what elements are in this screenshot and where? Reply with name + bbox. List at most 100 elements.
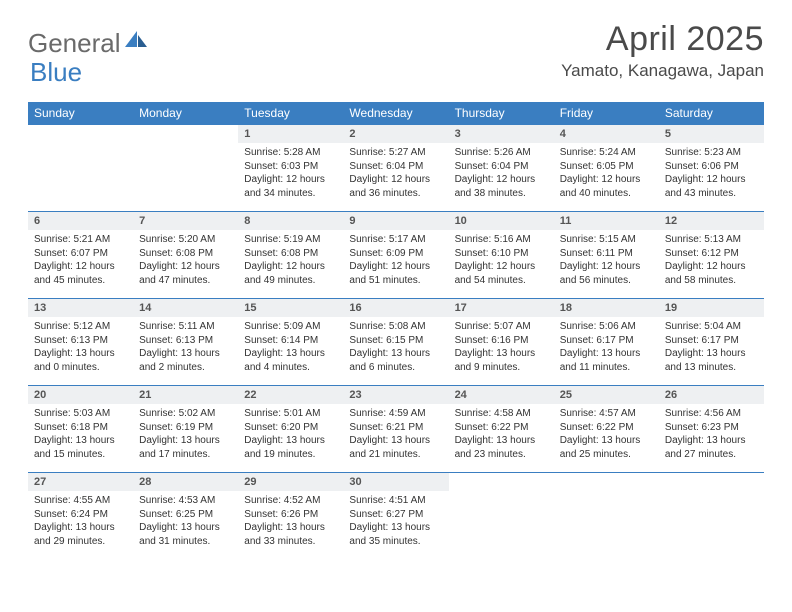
day-body: Sunrise: 5:21 AMSunset: 6:07 PMDaylight:…	[28, 230, 133, 298]
sunrise-text: Sunrise: 4:57 AM	[560, 407, 653, 421]
day-header-wednesday: Wednesday	[343, 102, 448, 125]
day-cell: 24Sunrise: 4:58 AMSunset: 6:22 PMDayligh…	[449, 386, 554, 473]
sunset-text: Sunset: 6:04 PM	[349, 160, 442, 174]
day-header-sunday: Sunday	[28, 102, 133, 125]
sunset-text: Sunset: 6:19 PM	[139, 421, 232, 435]
day-body: Sunrise: 5:13 AMSunset: 6:12 PMDaylight:…	[659, 230, 764, 298]
sunrise-text: Sunrise: 5:16 AM	[455, 233, 548, 247]
day-cell: 1Sunrise: 5:28 AMSunset: 6:03 PMDaylight…	[238, 125, 343, 212]
day-cell: 10Sunrise: 5:16 AMSunset: 6:10 PMDayligh…	[449, 212, 554, 299]
week-row: 13Sunrise: 5:12 AMSunset: 6:13 PMDayligh…	[28, 299, 764, 386]
sunset-text: Sunset: 6:20 PM	[244, 421, 337, 435]
day-number: 20	[28, 386, 133, 404]
day-cell: 26Sunrise: 4:56 AMSunset: 6:23 PMDayligh…	[659, 386, 764, 473]
day-number: 17	[449, 299, 554, 317]
day-number: 27	[28, 473, 133, 491]
sunset-text: Sunset: 6:18 PM	[34, 421, 127, 435]
daylight-text: Daylight: 12 hours and 58 minutes.	[665, 260, 758, 287]
day-body: Sunrise: 5:01 AMSunset: 6:20 PMDaylight:…	[238, 404, 343, 472]
day-number: 9	[343, 212, 448, 230]
week-row: 20Sunrise: 5:03 AMSunset: 6:18 PMDayligh…	[28, 386, 764, 473]
daylight-text: Daylight: 13 hours and 11 minutes.	[560, 347, 653, 374]
location-text: Yamato, Kanagawa, Japan	[561, 61, 764, 81]
sunrise-text: Sunrise: 4:52 AM	[244, 494, 337, 508]
day-number: 29	[238, 473, 343, 491]
daylight-text: Daylight: 13 hours and 9 minutes.	[455, 347, 548, 374]
sunrise-text: Sunrise: 5:09 AM	[244, 320, 337, 334]
sunrise-text: Sunrise: 5:13 AM	[665, 233, 758, 247]
day-number: 12	[659, 212, 764, 230]
day-cell: 8Sunrise: 5:19 AMSunset: 6:08 PMDaylight…	[238, 212, 343, 299]
sunset-text: Sunset: 6:12 PM	[665, 247, 758, 261]
sunset-text: Sunset: 6:22 PM	[455, 421, 548, 435]
day-body: Sunrise: 5:09 AMSunset: 6:14 PMDaylight:…	[238, 317, 343, 385]
day-number: 5	[659, 125, 764, 143]
sunset-text: Sunset: 6:26 PM	[244, 508, 337, 522]
sunset-text: Sunset: 6:21 PM	[349, 421, 442, 435]
daylight-text: Daylight: 12 hours and 45 minutes.	[34, 260, 127, 287]
day-number	[554, 473, 659, 491]
sunrise-text: Sunrise: 5:26 AM	[455, 146, 548, 160]
sunset-text: Sunset: 6:13 PM	[34, 334, 127, 348]
day-number: 25	[554, 386, 659, 404]
sunrise-text: Sunrise: 5:02 AM	[139, 407, 232, 421]
daylight-text: Daylight: 12 hours and 54 minutes.	[455, 260, 548, 287]
day-header-thursday: Thursday	[449, 102, 554, 125]
day-body: Sunrise: 5:23 AMSunset: 6:06 PMDaylight:…	[659, 143, 764, 211]
daylight-text: Daylight: 13 hours and 25 minutes.	[560, 434, 653, 461]
day-header-saturday: Saturday	[659, 102, 764, 125]
sunrise-text: Sunrise: 5:15 AM	[560, 233, 653, 247]
day-body: Sunrise: 5:12 AMSunset: 6:13 PMDaylight:…	[28, 317, 133, 385]
day-cell: 25Sunrise: 4:57 AMSunset: 6:22 PMDayligh…	[554, 386, 659, 473]
day-body: Sunrise: 4:56 AMSunset: 6:23 PMDaylight:…	[659, 404, 764, 472]
daylight-text: Daylight: 13 hours and 21 minutes.	[349, 434, 442, 461]
day-number	[133, 125, 238, 143]
day-body	[449, 491, 554, 559]
day-cell: 30Sunrise: 4:51 AMSunset: 6:27 PMDayligh…	[343, 473, 448, 560]
sunrise-text: Sunrise: 4:58 AM	[455, 407, 548, 421]
daylight-text: Daylight: 13 hours and 13 minutes.	[665, 347, 758, 374]
day-number: 4	[554, 125, 659, 143]
daylight-text: Daylight: 13 hours and 31 minutes.	[139, 521, 232, 548]
day-header-monday: Monday	[133, 102, 238, 125]
sunset-text: Sunset: 6:27 PM	[349, 508, 442, 522]
day-cell: 16Sunrise: 5:08 AMSunset: 6:15 PMDayligh…	[343, 299, 448, 386]
day-body: Sunrise: 5:16 AMSunset: 6:10 PMDaylight:…	[449, 230, 554, 298]
sunrise-text: Sunrise: 5:28 AM	[244, 146, 337, 160]
daylight-text: Daylight: 12 hours and 36 minutes.	[349, 173, 442, 200]
sunrise-text: Sunrise: 4:59 AM	[349, 407, 442, 421]
day-cell: 20Sunrise: 5:03 AMSunset: 6:18 PMDayligh…	[28, 386, 133, 473]
day-body: Sunrise: 5:26 AMSunset: 6:04 PMDaylight:…	[449, 143, 554, 211]
sunrise-text: Sunrise: 5:19 AM	[244, 233, 337, 247]
sunset-text: Sunset: 6:08 PM	[244, 247, 337, 261]
daylight-text: Daylight: 13 hours and 29 minutes.	[34, 521, 127, 548]
sunset-text: Sunset: 6:05 PM	[560, 160, 653, 174]
sunset-text: Sunset: 6:08 PM	[139, 247, 232, 261]
sunset-text: Sunset: 6:07 PM	[34, 247, 127, 261]
day-body	[133, 143, 238, 211]
daylight-text: Daylight: 13 hours and 27 minutes.	[665, 434, 758, 461]
sunset-text: Sunset: 6:25 PM	[139, 508, 232, 522]
daylight-text: Daylight: 13 hours and 15 minutes.	[34, 434, 127, 461]
day-number	[659, 473, 764, 491]
sunset-text: Sunset: 6:17 PM	[560, 334, 653, 348]
sunset-text: Sunset: 6:06 PM	[665, 160, 758, 174]
day-cell: 23Sunrise: 4:59 AMSunset: 6:21 PMDayligh…	[343, 386, 448, 473]
daylight-text: Daylight: 12 hours and 47 minutes.	[139, 260, 232, 287]
day-number: 19	[659, 299, 764, 317]
day-number: 24	[449, 386, 554, 404]
day-cell: 13Sunrise: 5:12 AMSunset: 6:13 PMDayligh…	[28, 299, 133, 386]
sunset-text: Sunset: 6:13 PM	[139, 334, 232, 348]
day-cell	[133, 125, 238, 212]
sunset-text: Sunset: 6:03 PM	[244, 160, 337, 174]
sunset-text: Sunset: 6:09 PM	[349, 247, 442, 261]
sunrise-text: Sunrise: 4:51 AM	[349, 494, 442, 508]
day-body	[28, 143, 133, 211]
daylight-text: Daylight: 13 hours and 19 minutes.	[244, 434, 337, 461]
month-title: April 2025	[561, 20, 764, 59]
sunset-text: Sunset: 6:14 PM	[244, 334, 337, 348]
day-cell: 11Sunrise: 5:15 AMSunset: 6:11 PMDayligh…	[554, 212, 659, 299]
day-body: Sunrise: 5:19 AMSunset: 6:08 PMDaylight:…	[238, 230, 343, 298]
day-cell	[449, 473, 554, 560]
day-number: 6	[28, 212, 133, 230]
